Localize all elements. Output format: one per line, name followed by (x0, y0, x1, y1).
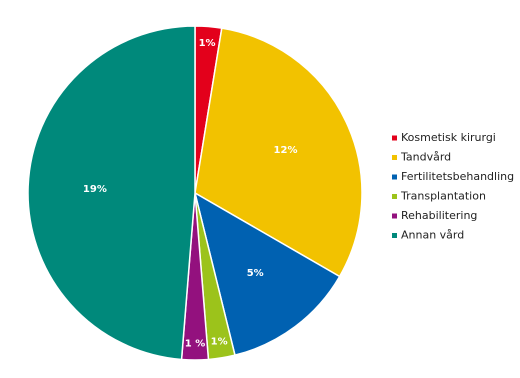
legend-swatch (392, 194, 397, 199)
legend-label: Kosmetisk kirurgi (401, 131, 496, 144)
legend-label: Fertilitetsbehandling (401, 170, 514, 183)
legend-swatch (392, 174, 397, 180)
data-label: 5% (247, 268, 264, 279)
pie-slice (193, 191, 341, 357)
legend-label: Tandvård (400, 151, 451, 164)
pie-slice (194, 27, 363, 278)
data-label: 19% (83, 184, 107, 195)
legend-swatch (392, 213, 397, 219)
legend-label: Annan vård (401, 229, 464, 242)
legend-swatch (392, 135, 397, 141)
legend-swatch (392, 233, 397, 238)
legend-swatch (392, 155, 397, 160)
pie-slice (27, 25, 196, 361)
data-label: 1% (199, 38, 216, 49)
data-label: 1 % (185, 338, 205, 349)
legend-label: Rehabilitering (401, 209, 477, 222)
data-label: 12% (274, 145, 298, 156)
legend-label: Transplantation (400, 190, 486, 203)
data-label: 1% (211, 336, 228, 347)
